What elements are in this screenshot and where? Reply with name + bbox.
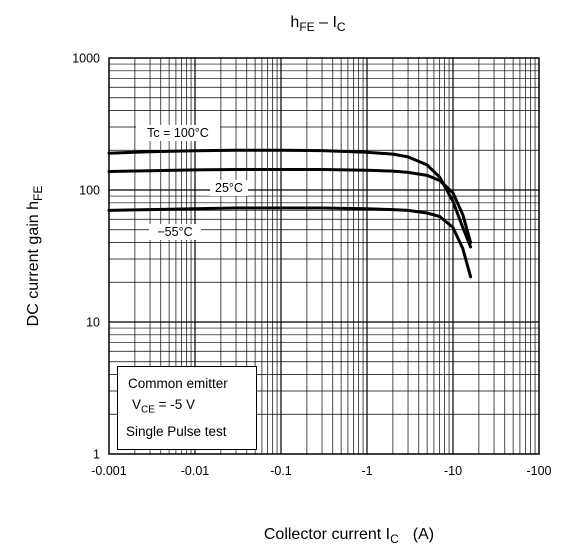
note-line-1: Common emitter — [128, 376, 228, 391]
curve-label: 25°C — [215, 181, 243, 195]
y-tick-label: 10 — [86, 316, 100, 330]
x-tick-label: -1 — [361, 464, 372, 478]
y-tick-label: 1000 — [72, 52, 100, 66]
curves — [107, 148, 473, 279]
curve-label-bg — [210, 180, 248, 196]
x-tick-label: -0.001 — [91, 464, 126, 478]
curve-label-bg — [149, 224, 201, 240]
note-line-3: Single Pulse test — [126, 423, 227, 439]
curve-label: −55°C — [157, 225, 192, 239]
curve-label-bg — [136, 125, 220, 141]
minor-gridlines — [109, 58, 539, 454]
plot-frame — [108, 57, 540, 455]
test-conditions-box: Common emitter VCE = -5 V Single Pulse t… — [117, 366, 257, 450]
y-axis-label: DC current gain hFE — [25, 186, 45, 327]
curve-line — [107, 168, 473, 244]
curve-label: Tc = 100°C — [147, 126, 209, 140]
x-tick-label: -100 — [526, 464, 551, 478]
y-tick-label: 1 — [93, 448, 100, 462]
x-tick-label: -0.1 — [270, 464, 292, 478]
x-tick-label: -0.01 — [181, 464, 210, 478]
curve-line — [107, 148, 473, 249]
x-tick-label: -10 — [444, 464, 462, 478]
chart-title: hFE – IC — [290, 14, 345, 34]
curve-line — [107, 206, 473, 279]
note-line-2: VCE = -5 V — [132, 397, 196, 416]
y-tick-labels: 1 10 100 1000 — [72, 52, 100, 462]
x-tick-labels: -0.001 -0.01 -0.1 -1 -10 -100 — [91, 464, 551, 478]
curve-labels: Tc = 100°C 25°C −55°C — [136, 125, 248, 240]
y-tick-label: 100 — [79, 184, 100, 198]
x-axis-label: Collector current IC (A) — [264, 526, 434, 546]
